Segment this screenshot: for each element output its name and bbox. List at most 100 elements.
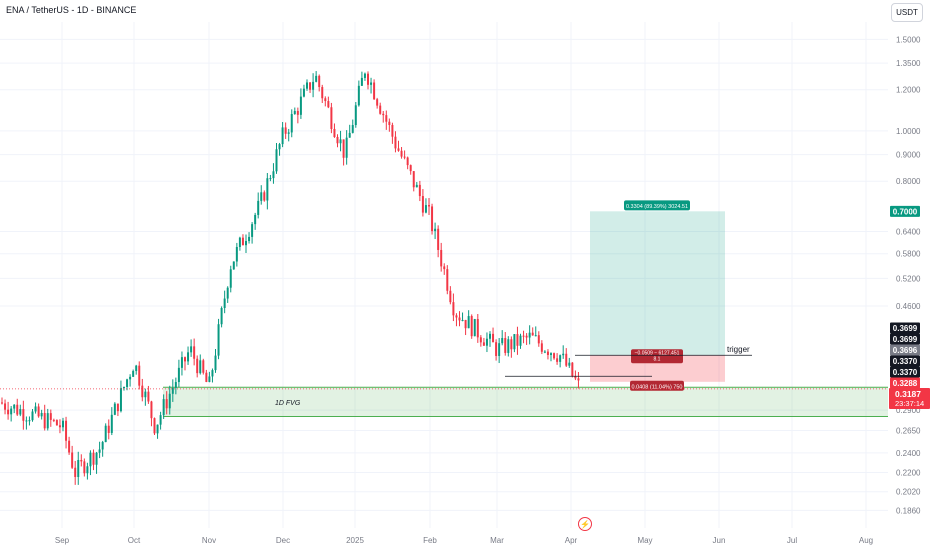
- candle-body: [77, 459, 80, 477]
- currency-button[interactable]: USDT: [891, 3, 923, 22]
- x-tick-label: Feb: [423, 536, 437, 545]
- candle-body: [138, 365, 141, 386]
- candle-body: [470, 316, 473, 337]
- candle-body: [168, 393, 171, 409]
- candle-body: [492, 333, 495, 343]
- candle-body: [440, 249, 443, 267]
- x-tick-label: Oct: [128, 536, 141, 545]
- candle-body: [394, 136, 397, 149]
- x-tick-label: May: [637, 536, 652, 545]
- candle-body: [568, 362, 571, 366]
- candle-body: [25, 420, 28, 422]
- candle-body: [424, 205, 427, 213]
- candle-body: [260, 192, 263, 201]
- candle-body: [272, 171, 275, 179]
- candle-body: [235, 247, 238, 262]
- fvg-zone: [163, 387, 888, 417]
- candle-body: [452, 302, 455, 316]
- candle-body: [223, 298, 226, 309]
- x-tick-label: Dec: [276, 536, 290, 545]
- y-tick-label: 0.8000: [896, 177, 921, 186]
- fvg-label: 1D FVG: [275, 400, 301, 407]
- candle-body: [226, 287, 229, 299]
- candle-body: [290, 114, 293, 133]
- candle-body: [74, 467, 77, 477]
- candle-body: [431, 206, 434, 232]
- candle-body: [577, 378, 580, 381]
- y-tick-label: 1.3500: [896, 59, 921, 68]
- x-tick-label: Nov: [202, 536, 216, 545]
- candle-body: [327, 101, 330, 108]
- candle-body: [196, 358, 199, 374]
- x-tick-label: Mar: [490, 536, 504, 545]
- candle-body: [190, 346, 193, 353]
- candle-body: [443, 266, 446, 270]
- candle-body: [385, 115, 388, 122]
- candle-body: [153, 418, 156, 434]
- candle-body: [324, 98, 327, 102]
- symbol-title[interactable]: ENA / TetherUS - 1D - BINANCE: [6, 5, 137, 15]
- candle-body: [479, 337, 482, 343]
- candle-body: [461, 319, 464, 321]
- candle-body: [7, 409, 10, 415]
- y-tick-label: 0.4600: [896, 302, 921, 311]
- candle-body: [52, 419, 55, 421]
- price-label-bg: [890, 322, 920, 334]
- candle-body: [336, 136, 339, 144]
- candle-body: [113, 403, 116, 415]
- candle-body: [141, 385, 144, 398]
- candle-body: [318, 75, 321, 88]
- candle-body: [306, 82, 308, 89]
- y-tick-label: 0.2900: [896, 406, 921, 415]
- candle-body: [543, 351, 546, 353]
- candle-body: [342, 139, 345, 158]
- candle-body: [449, 290, 452, 303]
- candle-body: [522, 335, 525, 337]
- candle-body: [537, 335, 540, 344]
- candle-body: [525, 335, 528, 338]
- candle-body: [446, 269, 449, 291]
- y-tick-label: 0.2200: [896, 468, 921, 477]
- candle-body: [65, 420, 68, 441]
- candle-body: [132, 371, 135, 377]
- candle-body: [174, 382, 177, 388]
- candle-body: [546, 351, 549, 355]
- candle-body: [43, 412, 46, 429]
- y-tick-label: 0.5800: [896, 250, 921, 259]
- current-price-bg: [889, 388, 930, 409]
- candle-body: [559, 355, 562, 362]
- candle-body: [510, 339, 513, 350]
- price-label: 0.3699: [893, 335, 918, 344]
- y-tick-label: 0.2020: [896, 488, 921, 497]
- candle-body: [345, 137, 348, 158]
- candle-body: [251, 224, 254, 237]
- candle-body: [238, 237, 241, 248]
- candle-body: [19, 409, 22, 415]
- candle-body: [104, 425, 107, 443]
- candle-body: [415, 184, 418, 188]
- y-tick-label: 0.2650: [896, 426, 921, 435]
- candle-body: [62, 420, 64, 428]
- candle-body: [531, 332, 534, 336]
- stop-ratio-label: 8.1: [654, 357, 661, 363]
- x-tick-label: Jun: [713, 536, 726, 545]
- candle-body: [275, 149, 278, 172]
- candle-body: [403, 156, 406, 158]
- candle-body: [498, 343, 501, 356]
- candle-body: [363, 73, 366, 78]
- candle-body: [434, 228, 437, 232]
- price-label: 0.3699: [893, 324, 918, 333]
- candle-body: [287, 132, 290, 134]
- lightning-icon[interactable]: ⚡: [578, 517, 592, 531]
- candle-body: [80, 459, 83, 462]
- candle-body: [232, 261, 235, 270]
- y-tick-label: 0.5200: [896, 274, 921, 283]
- candle-body: [315, 75, 318, 82]
- candle-body: [180, 357, 183, 368]
- candle-body: [199, 360, 202, 374]
- candle-body: [565, 353, 568, 366]
- candle-body: [299, 96, 302, 115]
- candle-body: [135, 365, 138, 372]
- candle-body: [150, 401, 153, 419]
